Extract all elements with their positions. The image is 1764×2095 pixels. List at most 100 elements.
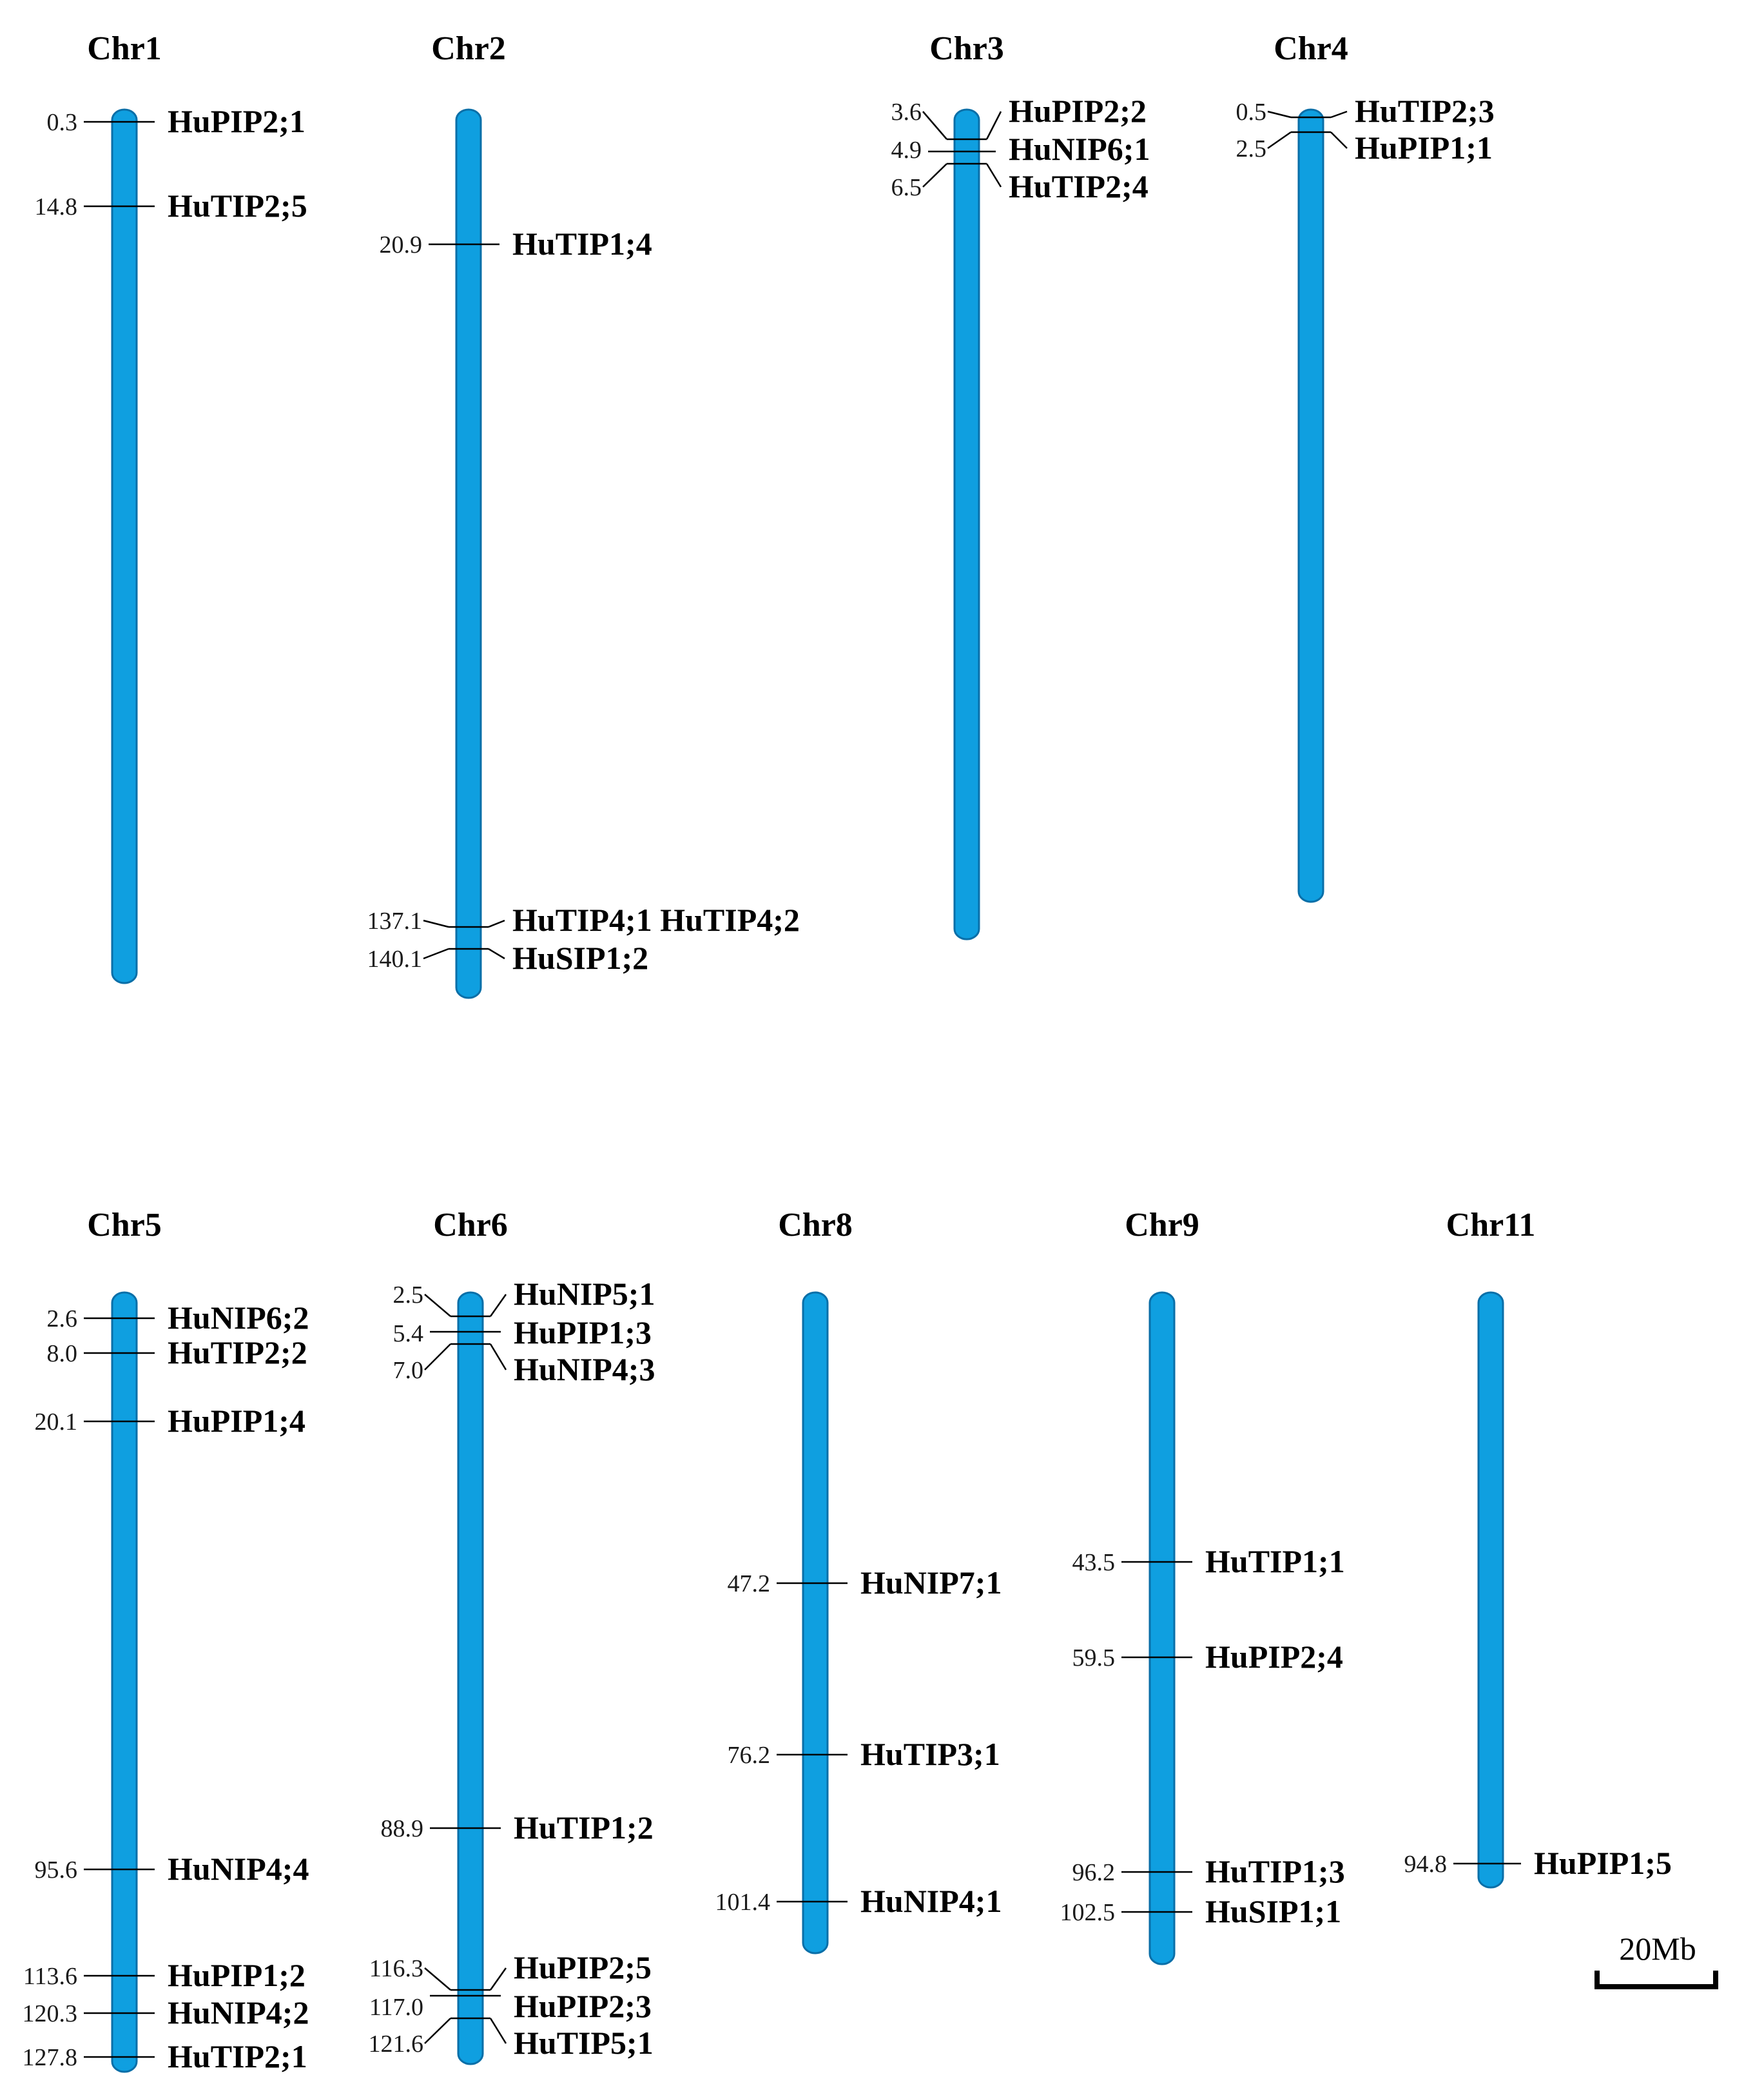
gene-marker: 14.8 HuTIP2;5 bbox=[35, 188, 307, 224]
gene-name-label: HuNIP7;1 bbox=[860, 1564, 1002, 1601]
gene-connector bbox=[489, 1343, 507, 1370]
gene-marker: 0.3 HuPIP2;1 bbox=[47, 103, 305, 139]
gene-marker: 76.2 HuTIP3;1 bbox=[728, 1736, 1000, 1772]
gene-marker: 2.5 HuPIP1;1 bbox=[1236, 130, 1493, 166]
gene-marker: 6.5 HuTIP2;4 bbox=[891, 162, 1149, 204]
gene-marker: 116.3 HuPIP2;5 bbox=[369, 1949, 652, 1991]
gene-marker: 113.6 HuPIP1;2 bbox=[23, 1957, 305, 1993]
gene-position-label: 76.2 bbox=[728, 1742, 771, 1769]
gene-name-label: HuNIP4;4 bbox=[168, 1851, 309, 1887]
chromosome-body bbox=[457, 1291, 484, 2065]
gene-position-label: 2.5 bbox=[393, 1281, 424, 1309]
gene-name-label: HuTIP5;1 bbox=[514, 2025, 654, 2061]
gene-position-label: 20.1 bbox=[35, 1408, 78, 1436]
gene-position-label: 14.8 bbox=[35, 193, 78, 220]
gene-position-label: 2.5 bbox=[1236, 135, 1267, 162]
gene-name-label: HuTIP2;5 bbox=[168, 188, 307, 224]
chromosome-title: Chr2 bbox=[431, 30, 506, 67]
gene-marker: 20.9 HuTIP1;4 bbox=[380, 226, 652, 262]
gene-marker: 43.5 HuTIP1;1 bbox=[1072, 1543, 1345, 1579]
scale-bar-label: 20Mb bbox=[1619, 1931, 1696, 1967]
chromosome-body bbox=[1297, 108, 1324, 903]
gene-position-label: 116.3 bbox=[369, 1955, 423, 1982]
gene-name-label: HuPIP2;4 bbox=[1205, 1639, 1343, 1675]
position-connector bbox=[424, 1294, 451, 1317]
gene-position-label: 88.9 bbox=[381, 1815, 424, 1842]
gene-name-label: HuNIP4;3 bbox=[514, 1351, 655, 1387]
gene-marker: 2.6 HuNIP6;2 bbox=[47, 1300, 309, 1336]
gene-position-label: 8.0 bbox=[47, 1340, 78, 1367]
position-connector bbox=[1267, 110, 1292, 119]
chromosome-title: Chr4 bbox=[1274, 30, 1348, 67]
position-connector bbox=[424, 1967, 451, 1991]
gene-name-label: HuNIP4;2 bbox=[168, 1994, 309, 2031]
gene-marker: 88.9 HuTIP1;2 bbox=[381, 1809, 654, 1846]
gene-position-label: 140.1 bbox=[367, 946, 423, 973]
gene-name-label: HuPIP2;5 bbox=[514, 1949, 652, 1985]
gene-marker: 94.8 HuPIP1;5 bbox=[1404, 1845, 1672, 1881]
gene-position-label: 137.1 bbox=[367, 908, 423, 935]
gene-marker: 59.5 HuPIP2;4 bbox=[1072, 1639, 1343, 1675]
gene-marker: 121.6 HuTIP5;1 bbox=[369, 2017, 654, 2061]
gene-name-label: HuPIP1;3 bbox=[514, 1314, 652, 1350]
chromosome-title: Chr11 bbox=[1446, 1207, 1536, 1243]
gene-connector bbox=[488, 919, 505, 928]
gene-position-label: 6.5 bbox=[891, 174, 922, 201]
gene-marker: 120.3 HuNIP4;2 bbox=[23, 1994, 309, 2031]
chromosome-body bbox=[1149, 1291, 1176, 1965]
gene-name-label: HuTIP4;1 HuTIP4;2 bbox=[512, 902, 800, 938]
gene-position-label: 7.0 bbox=[393, 1357, 424, 1384]
gene-marker: 3.6 HuPIP2;2 bbox=[891, 93, 1147, 141]
gene-name-label: HuTIP2;4 bbox=[1009, 168, 1149, 204]
chromosome-title: Chr8 bbox=[778, 1207, 853, 1243]
gene-marker: 117.0 HuPIP2;3 bbox=[369, 1988, 652, 2024]
scale-bar: 20Mb bbox=[1594, 1931, 1718, 1989]
gene-name-label: HuTIP2;3 bbox=[1355, 93, 1495, 129]
gene-position-label: 101.4 bbox=[715, 1889, 771, 1916]
gene-marker: 140.1 HuSIP1;2 bbox=[367, 940, 649, 976]
gene-marker: 101.4 HuNIP4;1 bbox=[715, 1883, 1002, 1919]
gene-marker: 102.5 HuSIP1;1 bbox=[1060, 1893, 1342, 1929]
position-connector bbox=[424, 2018, 451, 2044]
gene-name-label: HuPIP2;3 bbox=[514, 1988, 652, 2024]
gene-connector bbox=[985, 163, 1002, 188]
gene-name-label: HuNIP5;1 bbox=[514, 1276, 655, 1312]
chromosome-chr6: Chr6 2.5 HuNIP5;1 5.4 HuPIP1;3 7.0 HuNIP4;3 88.… bbox=[369, 1207, 655, 2065]
gene-name-label: HuNIP6;1 bbox=[1009, 131, 1150, 167]
chromosome-chr4: Chr4 0.5 HuTIP2;3 2.5 HuPIP1;1 bbox=[1236, 30, 1495, 903]
gene-position-label: 117.0 bbox=[369, 1994, 423, 2021]
gene-position-label: 3.6 bbox=[891, 99, 922, 126]
chromosome-title: Chr5 bbox=[87, 1207, 162, 1243]
gene-name-label: HuPIP1;1 bbox=[1355, 130, 1493, 166]
gene-name-label: HuPIP1;4 bbox=[168, 1403, 305, 1439]
gene-marker: 7.0 HuNIP4;3 bbox=[393, 1343, 655, 1387]
gene-connector bbox=[1330, 110, 1348, 119]
chromosome-body bbox=[111, 1291, 138, 2073]
gene-position-label: 95.6 bbox=[35, 1856, 78, 1884]
chromosome-chr9: Chr9 43.5 HuTIP1;1 59.5 HuPIP2;4 96.2 HuTIP1;3… bbox=[1060, 1207, 1345, 1965]
chromosome-chr1: Chr1 0.3 HuPIP2;1 14.8 HuTIP2;5 bbox=[35, 30, 307, 984]
gene-position-label: 20.9 bbox=[380, 231, 423, 258]
gene-name-label: HuTIP1;1 bbox=[1205, 1543, 1345, 1579]
gene-position-label: 4.9 bbox=[891, 137, 922, 164]
chromosome-chr11: Chr11 94.8 HuPIP1;5 bbox=[1404, 1207, 1672, 1889]
gene-name-label: HuTIP3;1 bbox=[860, 1736, 1000, 1772]
gene-name-label: HuPIP1;5 bbox=[1534, 1845, 1672, 1881]
gene-position-label: 121.6 bbox=[369, 2031, 424, 2058]
chromosome-chr8: Chr8 47.2 HuNIP7;1 76.2 HuTIP3;1 101.4 HuNIP4;… bbox=[715, 1207, 1002, 1954]
scale-bar-line bbox=[1594, 1971, 1718, 1989]
gene-connector bbox=[1330, 132, 1348, 149]
gene-position-label: 102.5 bbox=[1060, 1899, 1116, 1926]
chromosome-body bbox=[455, 108, 482, 999]
position-connector bbox=[424, 1343, 451, 1370]
gene-name-label: HuSIP1;1 bbox=[1205, 1893, 1341, 1929]
gene-name-label: HuPIP2;1 bbox=[168, 103, 305, 139]
gene-position-label: 43.5 bbox=[1072, 1549, 1116, 1576]
gene-position-label: 94.8 bbox=[1404, 1851, 1448, 1878]
gene-name-label: HuNIP4;1 bbox=[860, 1883, 1002, 1919]
gene-name-label: HuSIP1;2 bbox=[512, 940, 648, 976]
gene-position-label: 120.3 bbox=[23, 2000, 78, 2027]
gene-marker: 47.2 HuNIP7;1 bbox=[728, 1564, 1002, 1601]
chromosome-title: Chr3 bbox=[929, 30, 1004, 67]
